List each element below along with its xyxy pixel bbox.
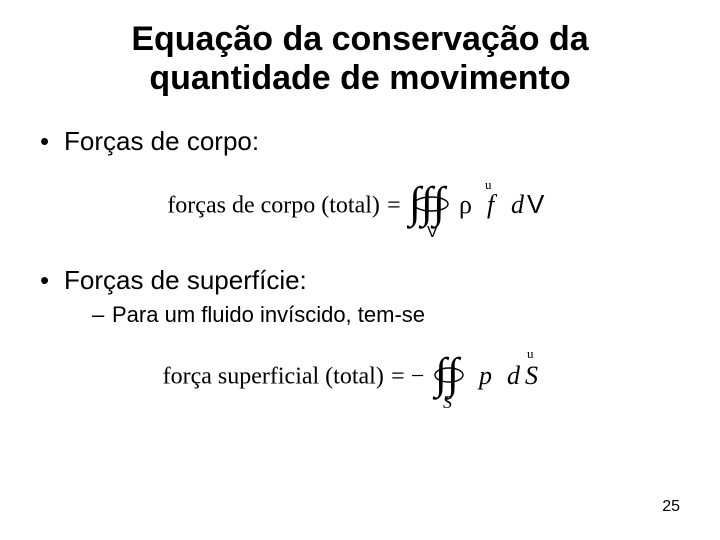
eq-surf-d: d: [507, 361, 521, 390]
eq-equals: =: [387, 193, 407, 219]
bullet-list: Forças de corpo: forças de corpo (total)…: [40, 126, 680, 412]
eq-surf-p: p: [477, 361, 492, 390]
equation-surface-forces: força superficial (total) = − ∫ ∫ S p d: [64, 342, 680, 412]
eq-surf-integral: ∫ ∫ S p d S u: [431, 342, 581, 412]
eq-body-f: f: [487, 190, 498, 219]
bullet-surface-forces: Forças de superfície: Para um fluido inv…: [40, 265, 680, 412]
title-line-1: Equação da conservação da: [131, 20, 588, 58]
bullet-body-forces-text: Forças de corpo:: [64, 126, 259, 156]
sub-bullet-inviscid: Para um fluido invíscido, tem-se: [92, 302, 680, 328]
eq-surf-sign: −: [411, 364, 425, 390]
equation-body-forces: forças de corpo (total) = ∫ ∫ ∫ V ρ: [64, 171, 680, 241]
eq-equals-2: =: [391, 364, 411, 390]
slide: Equação da conservação da quantidade de …: [0, 0, 720, 540]
sub-bullet-inviscid-text: Para um fluido invíscido, tem-se: [112, 302, 425, 327]
eq-body-V: V: [527, 189, 545, 219]
eq-body-d: d: [511, 190, 525, 219]
eq-body-integral: ∫ ∫ ∫ V ρ f u d V: [407, 171, 577, 241]
bullet-surface-forces-text: Forças de superfície:: [64, 265, 307, 295]
eq-body-lhs: forças de corpo (total): [167, 193, 380, 219]
eq-body-rho: ρ: [459, 190, 472, 219]
svg-text:∫: ∫: [430, 178, 448, 229]
page-number: 25: [662, 498, 680, 516]
eq-surf-S-arrow: u: [527, 346, 534, 361]
eq-surf-lhs: força superficial (total): [163, 364, 384, 390]
title-line-2: quantidade de movimento: [149, 59, 570, 97]
eq-surf-subscript: S: [443, 392, 452, 412]
eq-body-f-arrow: u: [485, 177, 492, 192]
sub-bullet-list: Para um fluido invíscido, tem-se: [92, 302, 680, 328]
slide-title: Equação da conservação da quantidade de …: [40, 20, 680, 98]
bullet-body-forces: Forças de corpo: forças de corpo (total)…: [40, 126, 680, 241]
eq-surf-S: S: [525, 361, 538, 390]
eq-body-subscript: V: [427, 224, 438, 241]
